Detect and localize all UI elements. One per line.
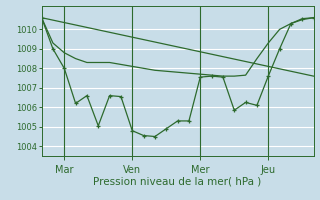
X-axis label: Pression niveau de la mer( hPa ): Pression niveau de la mer( hPa ): [93, 176, 262, 186]
